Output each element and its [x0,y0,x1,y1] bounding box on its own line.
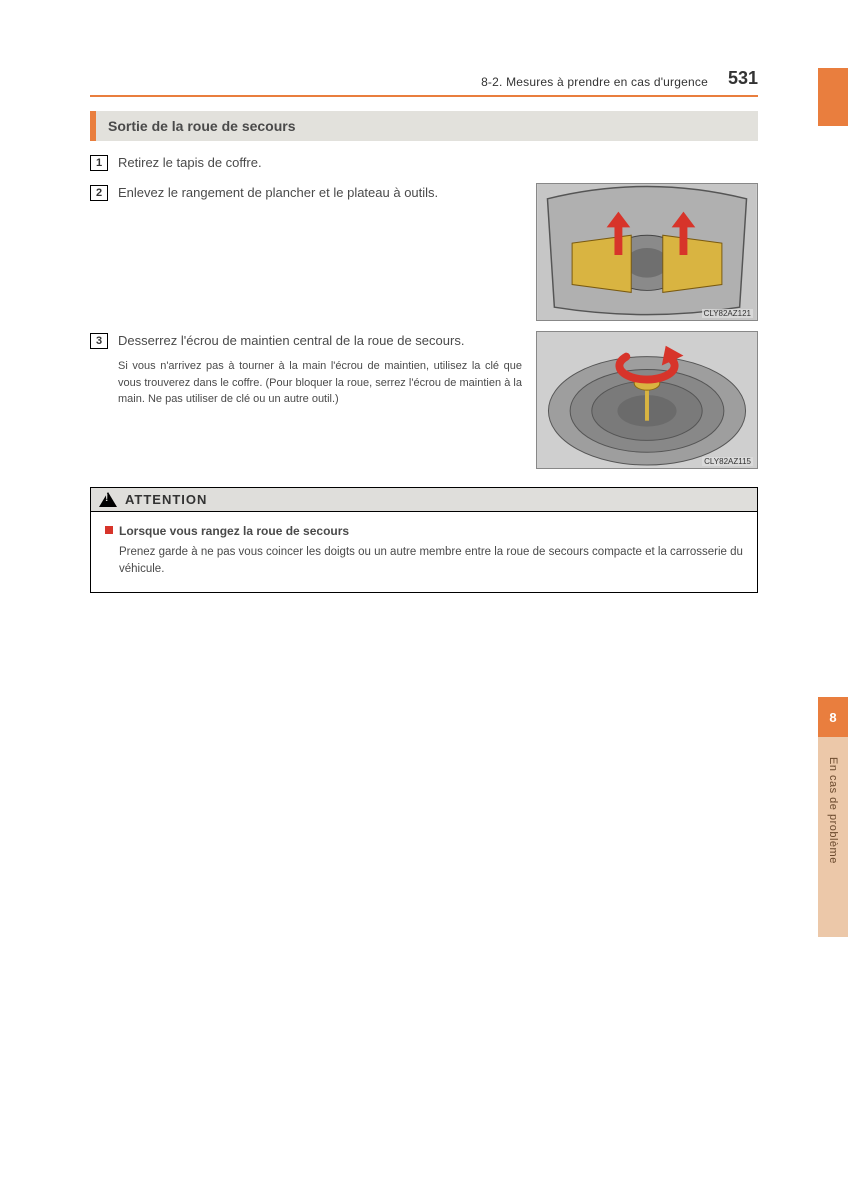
trunk-illustration-icon [537,184,757,320]
page-number: 531 [728,68,758,89]
step-row: 1 Retirez le tapis de coffre. [90,153,758,173]
step-text: Retirez le tapis de coffre. [118,153,758,173]
step-note: Si vous n'arrivez pas à tourner à la mai… [118,358,522,408]
section-path: 8-2. Mesures à prendre en cas d'urgence [481,75,708,89]
figure-spare-tire: CLY82AZ115 [536,331,758,469]
step-text: Enlevez le rangement de plancher et le p… [118,183,522,203]
attention-header: ATTENTION [91,488,757,512]
attention-label: ATTENTION [125,492,207,507]
section-title: Sortie de la roue de secours [90,111,758,141]
step-row: 3 Desserrez l'écrou de maintien central … [90,331,758,469]
step-number-box: 3 [90,333,108,349]
header-rule [90,95,758,97]
spare-tire-illustration-icon [537,332,757,468]
step-text: Desserrez l'écrou de maintien central de… [118,331,522,351]
figure-id: CLY82AZ115 [702,457,753,466]
bullet-square-icon [105,526,113,534]
figure-trunk-tray: CLY82AZ121 [536,183,758,321]
step-number-box: 2 [90,185,108,201]
step-number-box: 1 [90,155,108,171]
step-row: 2 Enlevez le rangement de plancher et le… [90,183,758,321]
attention-heading: Lorsque vous rangez la roue de secours [119,522,349,540]
attention-text: Prenez garde à ne pas vous coincer les d… [119,544,743,579]
attention-box: ATTENTION Lorsque vous rangez la roue de… [90,487,758,594]
figure-id: CLY82AZ121 [702,309,753,318]
page-header: 8-2. Mesures à prendre en cas d'urgence … [90,68,758,95]
warning-triangle-icon [99,492,117,507]
